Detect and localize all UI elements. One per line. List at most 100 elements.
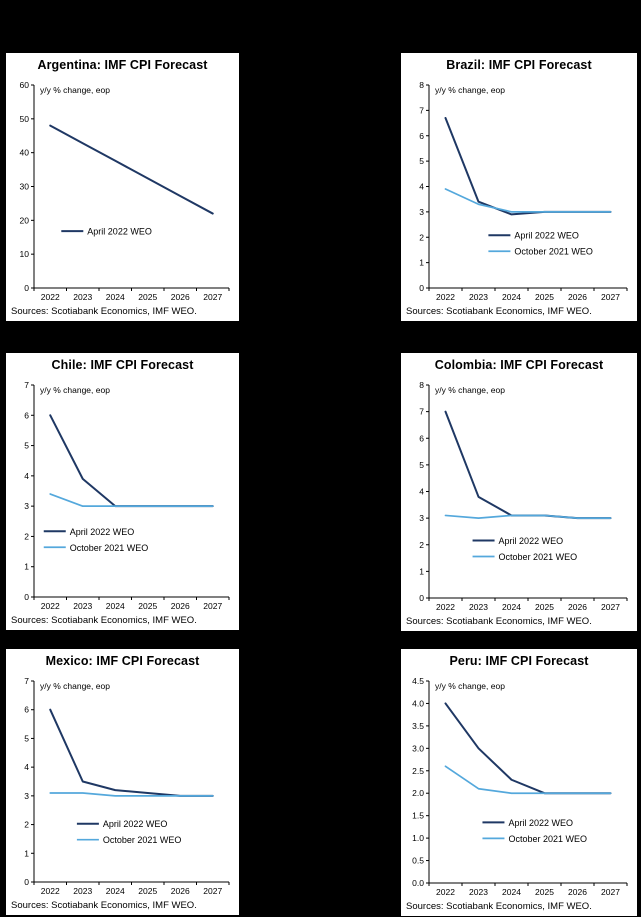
chart-title-mexico: Mexico: IMF CPI Forecast xyxy=(45,654,200,668)
svg-text:8: 8 xyxy=(419,80,424,90)
svg-text:60: 60 xyxy=(20,80,30,90)
svg-text:y/y % change, eop: y/y % change, eop xyxy=(40,681,110,691)
svg-text:October 2021 WEO: October 2021 WEO xyxy=(70,543,149,553)
svg-text:2: 2 xyxy=(24,820,29,830)
svg-text:6: 6 xyxy=(419,131,424,141)
svg-text:October 2021 WEO: October 2021 WEO xyxy=(508,834,587,844)
svg-text:4.0: 4.0 xyxy=(412,698,424,708)
plot-area-colombia: 0 1 2 3 4 5 6 7 8 2022 2023 2024 2025 2026 2027 y/y % c… xyxy=(401,376,637,615)
source-note-chile: Sources: Scotiabank Economics, IMF WEO. xyxy=(11,615,197,626)
svg-text:0: 0 xyxy=(419,283,424,293)
svg-text:1.0: 1.0 xyxy=(412,833,424,843)
svg-text:4: 4 xyxy=(419,487,424,497)
cpi-forecast-chart-mexico: 0 1 2 3 4 5 6 7 2022 2023 2024 2025 2026 2027 y/y % ch… xyxy=(24,676,230,896)
source-note-argentina: Sources: Scotiabank Economics, IMF WEO. xyxy=(11,306,197,317)
cpi-forecast-chart-argentina: 0 10 20 30 40 50 60 2022 2023 2024 2025 2026 2027 y/y… xyxy=(20,80,230,302)
svg-text:2023: 2023 xyxy=(73,886,92,896)
svg-text:2: 2 xyxy=(419,232,424,242)
chart-title-brazil: Brazil: IMF CPI Forecast xyxy=(446,58,592,72)
svg-text:y/y % change, eop: y/y % change, eop xyxy=(435,681,505,691)
svg-text:2024: 2024 xyxy=(502,292,521,302)
plot-area-argentina: 0 10 20 30 40 50 60 2022 2023 2024 2025 2026 2027 y/y… xyxy=(6,76,239,305)
svg-text:y/y % change, eop: y/y % change, eop xyxy=(40,85,110,95)
svg-text:2027: 2027 xyxy=(601,602,620,612)
svg-text:2023: 2023 xyxy=(73,292,92,302)
svg-text:2025: 2025 xyxy=(535,602,554,612)
svg-text:3: 3 xyxy=(24,501,29,511)
svg-text:0.5: 0.5 xyxy=(412,856,424,866)
source-note-brazil: Sources: Scotiabank Economics, IMF WEO. xyxy=(406,306,592,317)
svg-text:0: 0 xyxy=(24,283,29,293)
svg-text:April 2022 WEO: April 2022 WEO xyxy=(499,536,564,546)
svg-text:April 2022 WEO: April 2022 WEO xyxy=(87,227,152,237)
svg-text:1: 1 xyxy=(419,566,424,576)
svg-text:2027: 2027 xyxy=(203,886,222,896)
svg-text:2024: 2024 xyxy=(106,292,125,302)
svg-text:2023: 2023 xyxy=(469,292,488,302)
svg-text:2025: 2025 xyxy=(535,292,554,302)
svg-text:2.0: 2.0 xyxy=(412,788,424,798)
svg-text:2022: 2022 xyxy=(436,292,455,302)
svg-text:2024: 2024 xyxy=(106,886,125,896)
svg-text:8: 8 xyxy=(419,380,424,390)
source-note-colombia: Sources: Scotiabank Economics, IMF WEO. xyxy=(406,616,592,627)
cpi-forecast-chart-peru: 0.0 0.5 1.0 1.5 2.0 2.5 3.0 3.5 4.0 4.5 2022 2023 20… xyxy=(412,676,628,897)
svg-text:5: 5 xyxy=(419,460,424,470)
chart-title-argentina: Argentina: IMF CPI Forecast xyxy=(37,58,208,72)
chart-title-chile: Chile: IMF CPI Forecast xyxy=(51,358,194,372)
svg-text:3: 3 xyxy=(24,791,29,801)
svg-text:5: 5 xyxy=(24,441,29,451)
svg-text:6: 6 xyxy=(419,433,424,443)
svg-text:20: 20 xyxy=(20,215,30,225)
svg-text:4.5: 4.5 xyxy=(412,676,424,686)
svg-text:2026: 2026 xyxy=(568,887,587,897)
svg-text:2024: 2024 xyxy=(502,887,521,897)
svg-text:2026: 2026 xyxy=(568,602,587,612)
svg-text:2025: 2025 xyxy=(138,292,157,302)
svg-text:6: 6 xyxy=(24,705,29,715)
svg-text:4: 4 xyxy=(24,762,29,772)
svg-text:2026: 2026 xyxy=(171,601,190,611)
chart-title-peru: Peru: IMF CPI Forecast xyxy=(449,654,589,668)
svg-text:2022: 2022 xyxy=(41,886,60,896)
cpi-forecast-chart-colombia: 0 1 2 3 4 5 6 7 8 2022 2023 2024 2025 2026 2027 y/y % c… xyxy=(419,380,628,612)
plot-area-chile: 0 1 2 3 4 5 6 7 2022 2023 2024 2025 2026 2027 y/y % ch… xyxy=(6,376,239,614)
svg-text:7: 7 xyxy=(419,105,424,115)
svg-text:October 2021 WEO: October 2021 WEO xyxy=(499,552,578,562)
plot-area-peru: 0.0 0.5 1.0 1.5 2.0 2.5 3.0 3.5 4.0 4.5 2022 2023 20… xyxy=(401,672,637,900)
chart-panel-argentina: Argentina: IMF CPI Forecast 0 10 20 30 40 50 6… xyxy=(5,52,240,322)
svg-text:2025: 2025 xyxy=(535,887,554,897)
svg-text:0: 0 xyxy=(419,593,424,603)
svg-text:2026: 2026 xyxy=(568,292,587,302)
svg-text:4: 4 xyxy=(419,182,424,192)
chart-panel-mexico: Mexico: IMF CPI Forecast 0 1 2 3 4 5 6 7 2022 202… xyxy=(5,648,240,916)
svg-text:3: 3 xyxy=(419,513,424,523)
svg-text:2025: 2025 xyxy=(138,886,157,896)
plot-area-brazil: 0 1 2 3 4 5 6 7 8 2022 2023 2024 2025 2026 2027 y/y % c… xyxy=(401,76,637,305)
svg-text:y/y % change, eop: y/y % change, eop xyxy=(40,385,110,395)
svg-text:3: 3 xyxy=(419,207,424,217)
svg-text:2: 2 xyxy=(24,531,29,541)
svg-text:10: 10 xyxy=(20,249,30,259)
svg-text:2026: 2026 xyxy=(171,292,190,302)
svg-text:4: 4 xyxy=(24,471,29,481)
svg-text:April 2022 WEO: April 2022 WEO xyxy=(514,231,579,241)
chart-panel-peru: Peru: IMF CPI Forecast 0.0 0.5 1.0 1.5 2.0 2.… xyxy=(400,648,638,917)
svg-text:y/y % change, eop: y/y % change, eop xyxy=(435,85,505,95)
svg-text:October 2021 WEO: October 2021 WEO xyxy=(514,247,593,257)
svg-text:2025: 2025 xyxy=(138,601,157,611)
svg-text:October 2021 WEO: October 2021 WEO xyxy=(103,835,182,845)
svg-text:2023: 2023 xyxy=(73,601,92,611)
svg-text:0.0: 0.0 xyxy=(412,878,424,888)
svg-text:2.5: 2.5 xyxy=(412,766,424,776)
svg-text:2024: 2024 xyxy=(502,602,521,612)
chart-panel-brazil: Brazil: IMF CPI Forecast 0 1 2 3 4 5 6 7 8 2022 20… xyxy=(400,52,638,322)
svg-text:April 2022 WEO: April 2022 WEO xyxy=(508,818,573,828)
svg-text:April 2022 WEO: April 2022 WEO xyxy=(103,819,168,829)
cpi-forecast-chart-brazil: 0 1 2 3 4 5 6 7 8 2022 2023 2024 2025 2026 2027 y/y % c… xyxy=(419,80,628,302)
chart-panel-chile: Chile: IMF CPI Forecast 0 1 2 3 4 5 6 7 2022 2023… xyxy=(5,352,240,631)
chart-panel-colombia: Colombia: IMF CPI Forecast 0 1 2 3 4 5 6 7 8 2022… xyxy=(400,352,638,632)
svg-text:2026: 2026 xyxy=(171,886,190,896)
svg-text:2022: 2022 xyxy=(41,292,60,302)
